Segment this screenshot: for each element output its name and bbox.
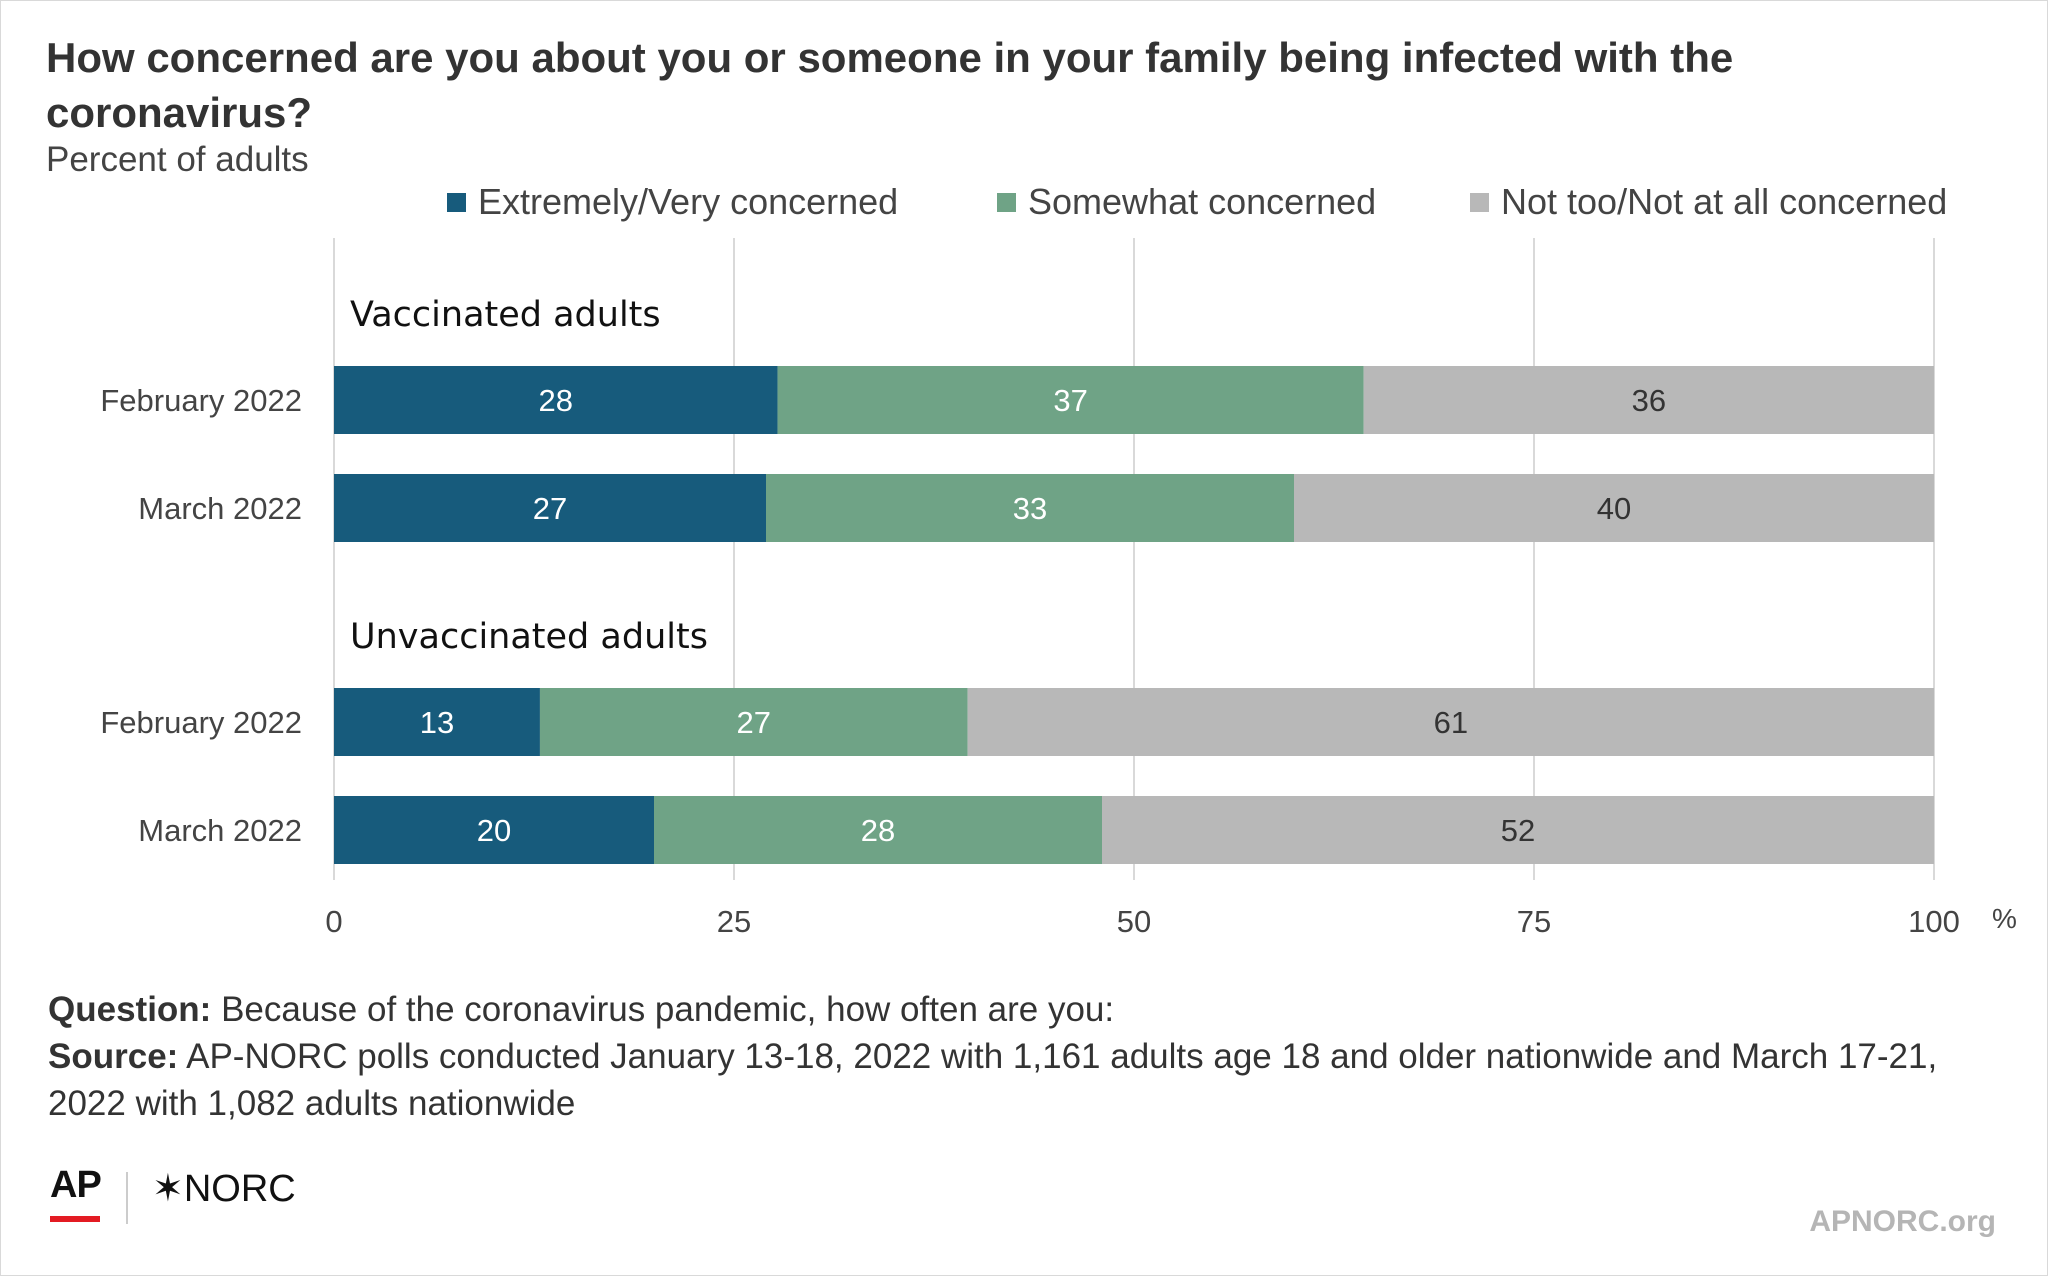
category-label: February 2022 bbox=[100, 705, 302, 740]
bar-segment-not-too bbox=[1363, 366, 1934, 434]
group-label: Unvaccinated adults bbox=[350, 617, 708, 657]
data-label: 27 bbox=[737, 705, 771, 740]
question-text: Because of the coronavirus pandemic, how… bbox=[221, 990, 1115, 1029]
chart-title: How concerned are you about you or someo… bbox=[46, 34, 1734, 136]
data-label: 61 bbox=[1434, 705, 1468, 740]
data-label: 33 bbox=[1013, 491, 1047, 526]
data-label: 13 bbox=[420, 705, 454, 740]
x-tick-label: 75 bbox=[1517, 904, 1551, 939]
question-label: Question: bbox=[48, 990, 212, 1029]
bar-segment-not-too bbox=[1294, 474, 1934, 542]
data-label: 36 bbox=[1632, 383, 1666, 418]
legend-item-extremely-very: Extremely/Very concerned bbox=[447, 180, 898, 224]
stacked-bar-chart: 0 25 50 75 100 % Vaccinated adults February 202… bbox=[100, 238, 2017, 939]
data-label: 37 bbox=[1053, 383, 1087, 418]
group-label: Vaccinated adults bbox=[350, 295, 661, 335]
bar-segment-somewhat bbox=[539, 688, 968, 756]
logo-divider bbox=[126, 1172, 128, 1224]
x-tick-label: 0 bbox=[325, 904, 342, 939]
data-label: 28 bbox=[539, 383, 573, 418]
bar-segment-somewhat bbox=[654, 796, 1102, 864]
source-note: Source: AP-NORC polls conducted January … bbox=[48, 1033, 2008, 1127]
data-label: 20 bbox=[477, 813, 511, 848]
category-label: March 2022 bbox=[138, 491, 302, 526]
bar-segment-somewhat bbox=[766, 474, 1294, 542]
bar-segment-not-too bbox=[967, 688, 1934, 756]
legend-swatch-extremely-very bbox=[447, 192, 466, 212]
x-tick-label: 100 bbox=[1908, 904, 1960, 939]
legend-item-not-too: Not too/Not at all concerned bbox=[1470, 180, 1947, 224]
x-tick-label: 25 bbox=[717, 904, 751, 939]
ap-logo-underline bbox=[50, 1216, 100, 1222]
category-label: March 2022 bbox=[138, 813, 302, 848]
chart-subtitle: Percent of adults bbox=[46, 140, 309, 179]
bar-segment-extremely-very bbox=[334, 366, 778, 434]
site-url: APNORC.org bbox=[1809, 1205, 1996, 1238]
norc-logo: ✶NORC bbox=[152, 1168, 296, 1210]
legend-swatch-somewhat bbox=[997, 192, 1016, 212]
legend-label-somewhat: Somewhat concerned bbox=[1028, 181, 1377, 222]
bar-segment-extremely-very bbox=[334, 474, 766, 542]
bar-segment-somewhat bbox=[777, 366, 1364, 434]
data-label: 27 bbox=[533, 491, 567, 526]
legend-swatch-not-too bbox=[1470, 192, 1489, 212]
legend-item-somewhat: Somewhat concerned bbox=[997, 180, 1376, 224]
source-label: Source: bbox=[48, 1037, 179, 1076]
ap-logo: AP bbox=[50, 1164, 102, 1206]
bar-segment-extremely-very bbox=[334, 688, 540, 756]
bar-segment-extremely-very bbox=[334, 796, 654, 864]
source-text: AP-NORC polls conducted January 13-18, 2… bbox=[48, 1037, 1938, 1123]
bar-segment-not-too bbox=[1102, 796, 1934, 864]
data-label: 52 bbox=[1501, 813, 1535, 848]
data-label: 40 bbox=[1597, 491, 1631, 526]
data-label: 28 bbox=[861, 813, 895, 848]
question-note: Question: Because of the coronavirus pan… bbox=[48, 986, 2008, 1033]
legend-label-extremely-very: Extremely/Very concerned bbox=[478, 181, 899, 222]
legend-label-not-too: Not too/Not at all concerned bbox=[1501, 181, 1948, 222]
category-label: February 2022 bbox=[100, 383, 302, 418]
x-axis-unit: % bbox=[1992, 903, 2017, 934]
x-tick-label: 50 bbox=[1117, 904, 1151, 939]
